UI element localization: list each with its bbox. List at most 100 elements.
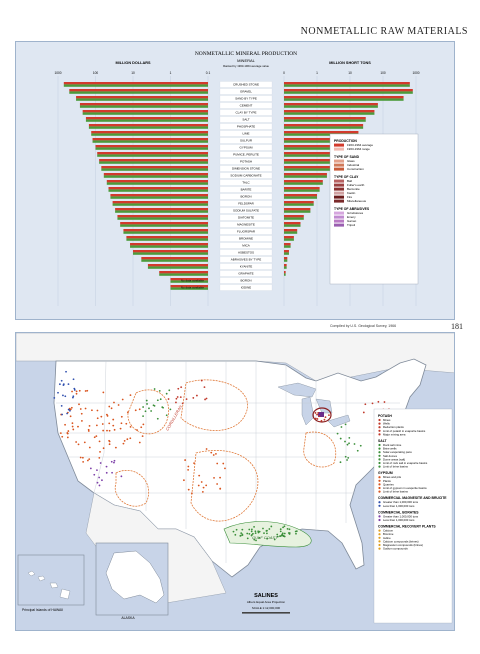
salt-symbol (156, 417, 159, 420)
gypsum-symbol (141, 435, 144, 438)
dollar-bar-range (110, 196, 208, 199)
potash-symbol (324, 416, 327, 419)
gypsum-symbol (201, 490, 204, 493)
mineral-label: DIMENSION STONE (232, 167, 260, 171)
gypsum-symbol (77, 443, 80, 446)
gypsum-symbol (197, 484, 200, 487)
salt-symbol (266, 529, 268, 532)
potash-symbol (328, 414, 330, 417)
dollar-bar (117, 215, 208, 218)
dollar-bar (120, 222, 208, 225)
legend-gypsum-symbol (378, 476, 381, 479)
mineral-label: PHOSPHATE (237, 125, 255, 129)
mineral-label-box (219, 235, 273, 242)
salt-symbol (279, 530, 282, 533)
legend-production-title: PRODUCTION (334, 139, 357, 143)
right-tick-label: 0 (283, 71, 285, 75)
gypsum-symbol (84, 390, 87, 392)
salt-symbol (273, 538, 276, 541)
mineral-label-box (219, 186, 273, 193)
salt-symbol (142, 415, 144, 418)
potash-symbol (371, 402, 374, 405)
legend-recovery-item: Sodium compounds (383, 547, 408, 551)
gypsum-symbol (219, 476, 221, 479)
borate-symbol (99, 462, 102, 464)
dollar-bar (110, 194, 208, 197)
legend-potash-symbol (378, 429, 381, 432)
mineral-label-box (219, 242, 273, 249)
salt-symbol (241, 534, 244, 536)
magnesite-symbol (62, 383, 65, 386)
mineral-label: ASBESTOS (238, 251, 254, 255)
gypsum-symbol (61, 435, 64, 438)
potash-symbol (204, 398, 206, 401)
potash-symbol (318, 415, 321, 418)
mineral-label-box (219, 109, 273, 116)
legend-clay-item: Fuller's earth (347, 183, 365, 187)
legend-salt-symbol (378, 458, 381, 461)
tonnage-bar-range (284, 252, 289, 255)
gypsum-symbol (79, 456, 82, 459)
dollar-bar (108, 187, 208, 190)
tonnage-bar (284, 243, 291, 246)
magnesite-symbol (72, 378, 75, 381)
mineral-label: BORON (240, 279, 251, 283)
dollar-bar (130, 243, 208, 246)
potash-symbol (175, 397, 178, 400)
legend-recovery-item: Iodine (383, 536, 391, 540)
salt-symbol (156, 399, 159, 402)
gypsum-symbol (136, 429, 138, 431)
left-tick-label: 10 (131, 71, 135, 75)
hawaii-islands (27, 570, 71, 600)
gypsum-symbol (108, 440, 111, 443)
gypsum-symbol (113, 401, 115, 404)
mineral-label: PUMICE, PERLITE (233, 153, 259, 157)
mineral-label-box (219, 193, 273, 200)
legend-recovery-item: Calcium compounds (brines) (383, 539, 419, 543)
borate-symbol (96, 481, 99, 484)
mineral-label-box (219, 116, 273, 123)
mineral-label: LIME (242, 132, 249, 136)
gypsum-symbol (140, 426, 143, 429)
legend-gypsum-item: Limit of brine basins (383, 490, 408, 494)
dollar-bar-range (106, 182, 208, 185)
salt-symbol (262, 527, 264, 530)
tonnage-bar (284, 187, 320, 190)
legend-borates-symbol (378, 515, 381, 518)
tonnage-bar-range (284, 189, 320, 192)
borate-symbol (98, 484, 101, 487)
dollar-bar-range (92, 140, 208, 143)
gypsum-symbol (224, 467, 226, 470)
tonnage-bar (284, 159, 333, 162)
dollar-bar (82, 110, 208, 113)
dollar-bar (141, 257, 208, 260)
legend-potash-item: Reduction plants (383, 425, 404, 429)
gulf-coast-salt-domes (223, 521, 312, 548)
mineral-label: SULFUR (240, 139, 253, 143)
gypsum-symbol (70, 406, 73, 409)
gypsum-symbol (93, 436, 96, 439)
tonnage-bar (284, 117, 366, 120)
mineral-label: KYANITE (240, 265, 253, 269)
borate-symbol (113, 459, 116, 462)
legend-borates-title: COMMERCIAL BORATES (378, 510, 419, 514)
tonnage-bar-range (284, 147, 352, 150)
tonnage-bar (284, 138, 347, 141)
mineral-label: TALC (242, 181, 250, 185)
magnesite-symbol (65, 370, 67, 373)
legend-recovery-symbol (378, 536, 381, 539)
state-boundaries (56, 360, 400, 563)
tonnage-bar (284, 82, 410, 85)
gypsum-symbol (96, 417, 99, 420)
borate-symbol (98, 476, 101, 479)
legend-production-item: 1963-1964 range (347, 147, 370, 151)
gypsum-symbol (82, 461, 85, 463)
magnesite-symbol (69, 409, 71, 412)
magnesite-symbol (60, 404, 63, 407)
legend-potash-symbol (378, 418, 381, 422)
salt-symbol (344, 423, 347, 426)
mineral-symbols (53, 370, 390, 542)
salt-symbol (254, 532, 257, 535)
gypsum-symbol (219, 487, 222, 490)
mineral-label: CRUSHED STONE (233, 83, 259, 87)
